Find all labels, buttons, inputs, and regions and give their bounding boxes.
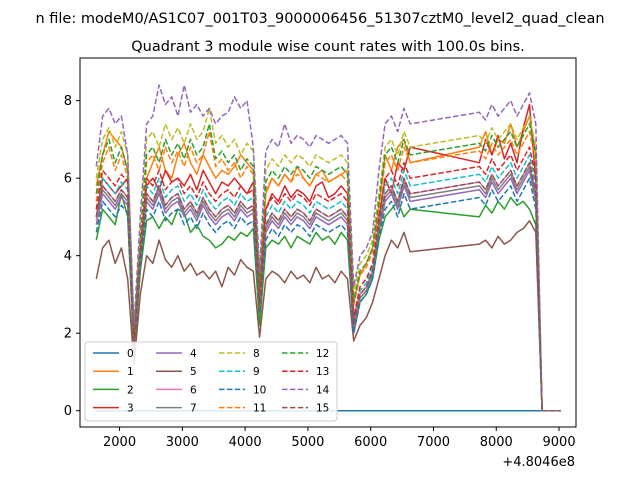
legend-label-11: 11: [253, 403, 266, 415]
series-line-12: [95, 123, 561, 412]
x-offset-label: +4.8046e8: [502, 455, 575, 470]
series-layer: [95, 84, 561, 412]
x-tick-label: 2000: [103, 435, 136, 450]
legend-label-12: 12: [316, 348, 329, 360]
y-axis: 0 2 4 6 8: [64, 94, 80, 419]
legend-label-14: 14: [316, 384, 330, 396]
legend-label-4: 4: [190, 348, 197, 360]
legend-label-3: 3: [127, 403, 134, 415]
legend-label-6: 6: [190, 384, 197, 396]
y-tick-label: 8: [64, 94, 72, 109]
series-line-4: [95, 169, 561, 412]
y-tick-label: 2: [64, 327, 72, 342]
chart-suptitle: n file: modeM0/AS1C07_001T03_9000006456_…: [35, 11, 604, 27]
legend-label-1: 1: [127, 366, 134, 378]
series-line-7: [95, 165, 561, 412]
series-line-5: [95, 220, 561, 412]
legend-label-9: 9: [253, 366, 260, 378]
x-tick-label: 8000: [480, 435, 513, 450]
legend-box: [84, 341, 338, 422]
legend-label-13: 13: [316, 366, 329, 378]
legend-label-5: 5: [190, 366, 197, 378]
legend-label-0: 0: [127, 348, 134, 360]
x-tick-label: 4000: [229, 435, 262, 450]
chart-title: Quadrant 3 module wise count rates with …: [131, 39, 525, 55]
y-tick-label: 4: [64, 249, 72, 264]
legend-label-2: 2: [127, 384, 134, 396]
series-line-10: [95, 177, 561, 412]
series-line-13: [95, 146, 561, 412]
x-tick-label: 3000: [166, 435, 199, 450]
series-line-14: [95, 84, 561, 412]
y-tick-label: 0: [64, 404, 72, 419]
series-line-9: [95, 154, 561, 412]
series-line-2: [95, 192, 561, 412]
x-tick-label: 7000: [417, 435, 450, 450]
x-tick-label: 6000: [354, 435, 387, 450]
plot-frame: [79, 57, 577, 428]
legend-label-7: 7: [190, 403, 197, 415]
x-axis: 2000 3000 4000 5000 6000 7000 8000 9000: [103, 427, 576, 450]
series-line-15: [95, 161, 561, 412]
y-tick-label: 6: [64, 172, 72, 187]
x-tick-label: 9000: [543, 435, 576, 450]
legend-label-8: 8: [253, 348, 260, 360]
legend-label-15: 15: [316, 403, 329, 415]
x-tick-label: 5000: [291, 435, 324, 450]
series-line-11: [95, 130, 561, 412]
legend-label-10: 10: [253, 384, 266, 396]
